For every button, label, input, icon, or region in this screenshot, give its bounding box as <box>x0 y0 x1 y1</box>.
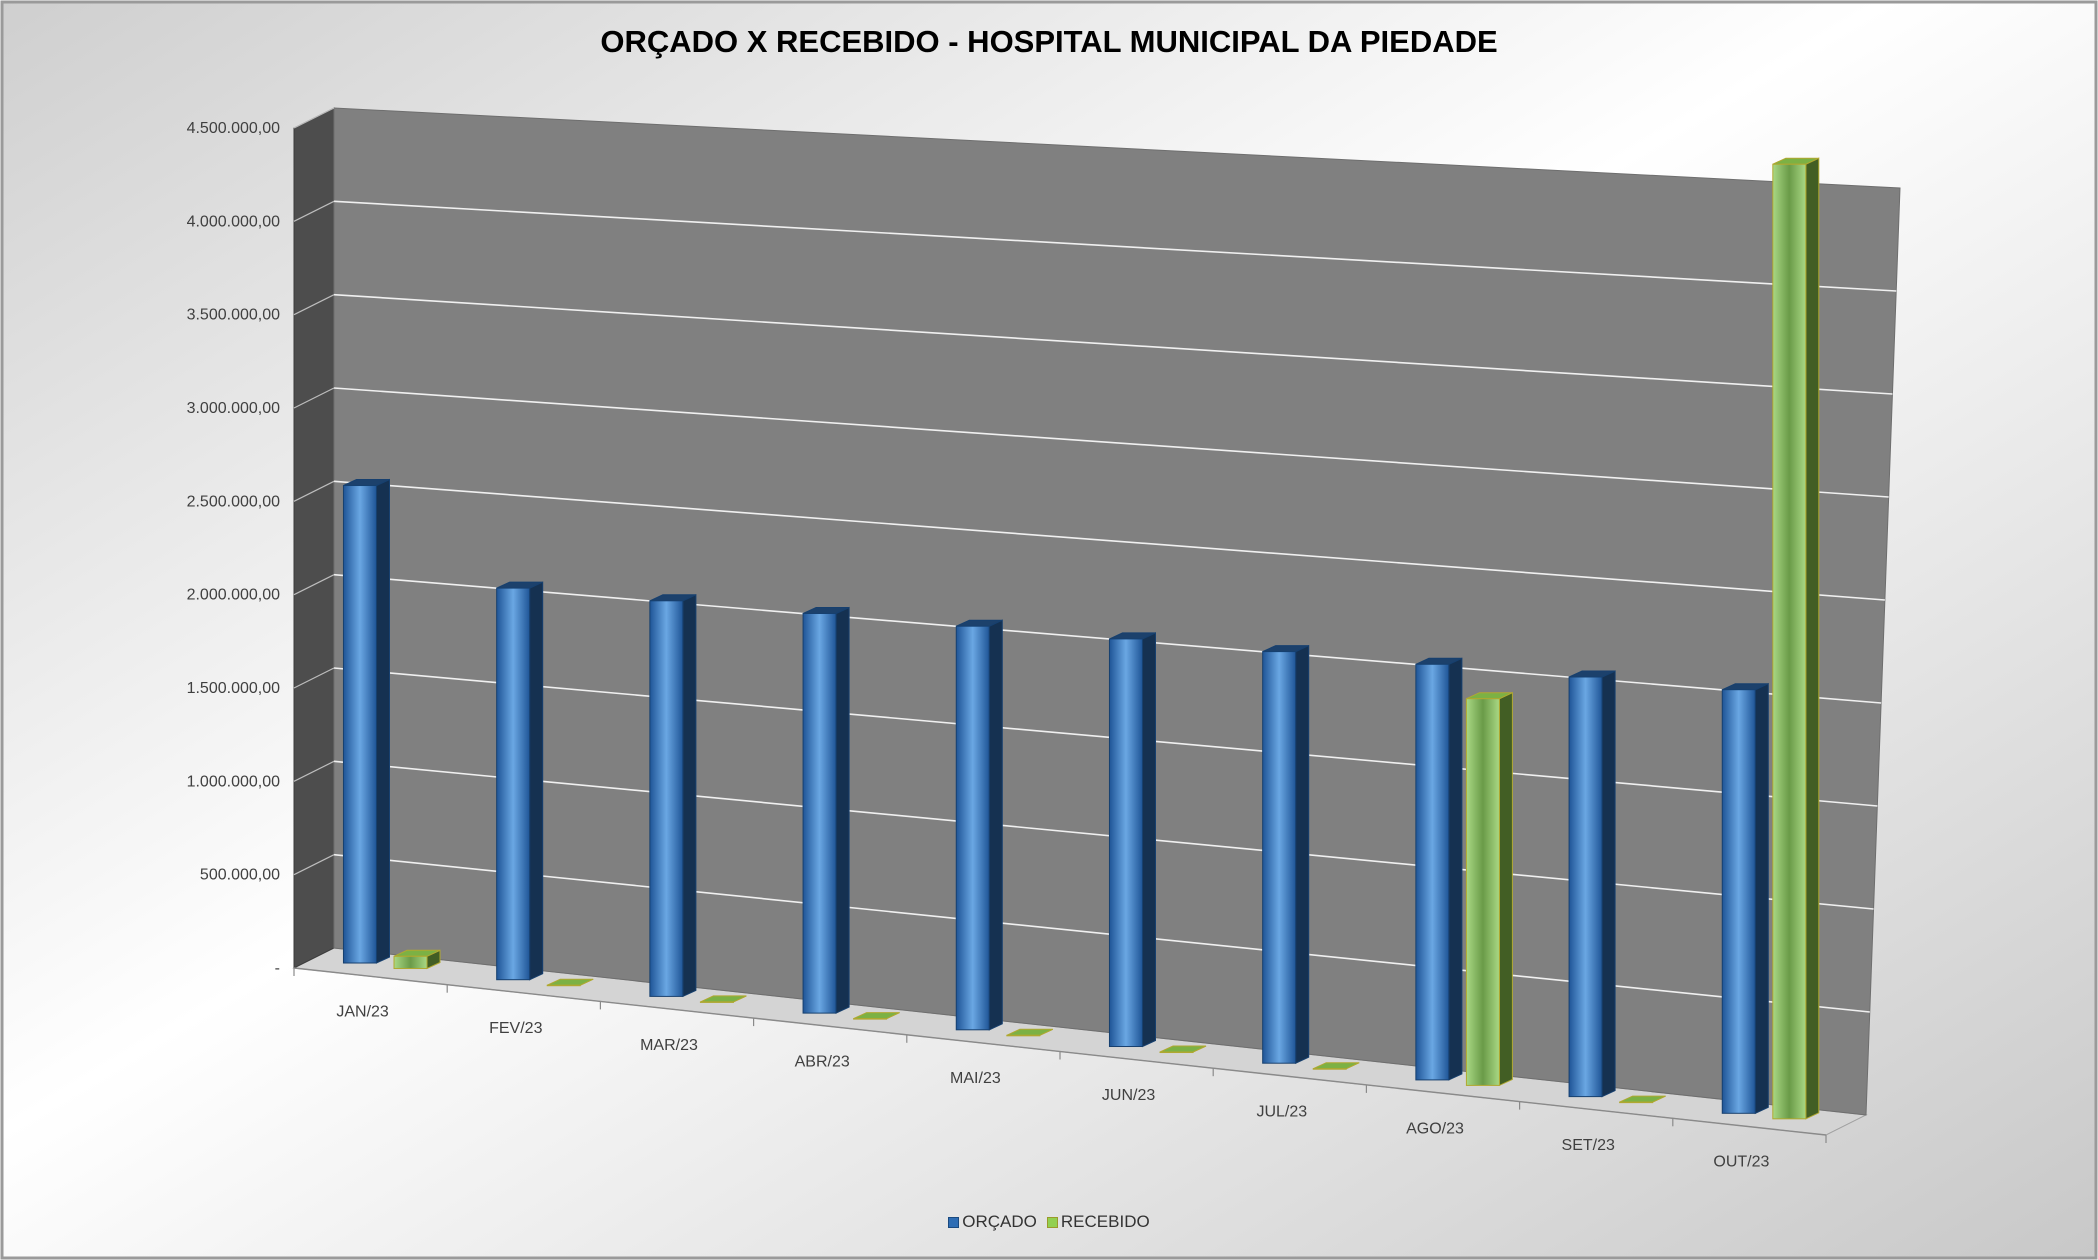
side-gridline <box>293 854 335 876</box>
side-gridline <box>293 574 335 596</box>
x-tick-label: OUT/23 <box>1713 1154 1769 1171</box>
y-tick-label: - <box>275 960 280 977</box>
bar-orcado <box>1721 682 1769 1115</box>
bar-front <box>546 984 581 987</box>
side-gridline <box>293 387 335 409</box>
legend-label-orcado: ORÇADO <box>962 1212 1037 1231</box>
gridline <box>333 387 1889 498</box>
side-gridline <box>293 667 335 689</box>
y-tick-label: 4.500.000,00 <box>187 120 281 137</box>
side-gridline <box>293 480 335 502</box>
side-gridline <box>293 294 335 316</box>
bar-recebido <box>393 949 441 970</box>
bar-recebido <box>1465 691 1513 1087</box>
y-tick-label: 2.500.000,00 <box>187 493 281 510</box>
y-tick-label: 2.000.000,00 <box>187 587 281 604</box>
gridline <box>333 293 1893 395</box>
bar-side <box>376 478 390 964</box>
gridline <box>333 200 1897 292</box>
legend-label-recebido: RECEBIDO <box>1060 1212 1150 1231</box>
x-tick-label: JUL/23 <box>1256 1104 1307 1121</box>
legend-swatch-orcado <box>948 1216 960 1228</box>
bar-front <box>1108 638 1143 1048</box>
side-wall <box>293 107 335 969</box>
bar-side <box>1754 682 1769 1115</box>
bar-recebido <box>1772 157 1820 1120</box>
x-tick-label: JUN/23 <box>1102 1087 1155 1104</box>
x-tick-label: ABR/23 <box>795 1053 850 1070</box>
bar-recebido <box>1159 1045 1207 1054</box>
legend-item-orcado: ORÇADO <box>948 1212 1037 1232</box>
y-tick-label: 1.000.000,00 <box>187 773 281 790</box>
bar-side <box>835 606 850 1014</box>
bar-front <box>1465 698 1500 1086</box>
bar-front <box>1772 163 1807 1120</box>
bar-recebido <box>1006 1028 1054 1037</box>
bar-orcado <box>496 581 544 981</box>
bar-front <box>955 625 990 1031</box>
bar-orcado <box>1108 632 1156 1048</box>
y-tick-label: 500.000,00 <box>200 867 280 884</box>
x-tick-label: MAI/23 <box>950 1070 1001 1087</box>
bar-front <box>1619 1101 1654 1104</box>
bar-recebido <box>1619 1095 1666 1104</box>
bar-front <box>1568 676 1603 1098</box>
bar-orcado <box>649 594 697 998</box>
bar-front <box>1415 663 1450 1081</box>
legend: ORÇADO RECEBIDO <box>0 1212 2098 1232</box>
bar-front <box>496 587 531 981</box>
bar-side <box>1142 632 1156 1048</box>
gridline <box>333 760 1874 910</box>
y-tick-label: 3.500.000,00 <box>187 307 281 324</box>
bar-side <box>1601 670 1616 1098</box>
bar-recebido <box>699 995 747 1003</box>
bar-front <box>1006 1034 1041 1037</box>
bar-orcado <box>955 619 1003 1031</box>
bar-orcado <box>1262 644 1310 1064</box>
bar-recebido <box>853 1012 900 1020</box>
bar-front <box>649 600 684 997</box>
bar-front <box>1262 651 1297 1064</box>
bar-side <box>529 581 544 981</box>
legend-item-recebido: RECEBIDO <box>1046 1212 1150 1232</box>
bar-front <box>699 1001 734 1003</box>
x-tick-label: MAR/23 <box>640 1037 698 1054</box>
gridline <box>333 573 1882 704</box>
bar-front <box>393 955 428 970</box>
bar-side <box>1448 657 1463 1081</box>
bar-front <box>1159 1051 1194 1054</box>
bar-orcado <box>342 478 390 964</box>
chart-title: ORÇADO X RECEBIDO - HOSPITAL MUNICIPAL D… <box>600 24 1498 59</box>
bar-front <box>853 1018 888 1020</box>
bar-front <box>1312 1068 1347 1070</box>
side-gridline <box>293 107 335 129</box>
bar-side <box>988 619 1003 1031</box>
bar-side <box>1498 691 1513 1087</box>
bar-front <box>342 485 377 964</box>
bar-orcado <box>1415 657 1463 1081</box>
y-tick-label: 4.000.000,00 <box>187 213 281 230</box>
bar-front <box>1721 689 1756 1114</box>
bar-recebido <box>1312 1062 1360 1070</box>
x-tick-label: FEV/23 <box>489 1020 542 1037</box>
bar-side <box>682 594 697 998</box>
x-tick-label: AGO/23 <box>1406 1120 1464 1137</box>
y-tick-label: 1.500.000,00 <box>187 680 281 697</box>
x-tick-label: JAN/23 <box>336 1003 389 1020</box>
y-tick-label: 3.000.000,00 <box>187 400 281 417</box>
gridline <box>333 480 1885 601</box>
bar-front <box>802 613 837 1014</box>
bar-side <box>1805 157 1820 1120</box>
bar-orcado <box>802 606 850 1014</box>
bar-side <box>1295 644 1310 1064</box>
bar-recebido <box>546 978 594 987</box>
bar-orcado <box>1568 670 1616 1098</box>
legend-swatch-recebido <box>1046 1216 1058 1228</box>
x-tick-label: SET/23 <box>1562 1137 1615 1154</box>
gridline <box>333 667 1878 807</box>
side-gridline <box>293 200 335 222</box>
side-gridline <box>293 760 335 782</box>
